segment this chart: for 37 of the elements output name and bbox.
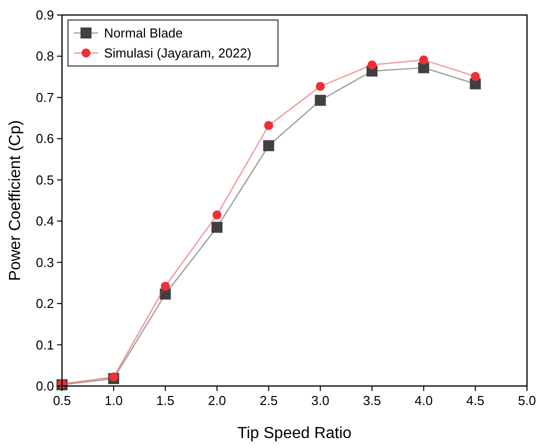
x-tick-label: 0.5 (52, 393, 72, 408)
point (368, 60, 376, 70)
point (212, 210, 222, 220)
y-tick-label: 0.7 (36, 90, 54, 105)
point (160, 282, 170, 291)
point (316, 82, 325, 91)
x-tick-label: 2.0 (208, 393, 226, 408)
x-tick-label: 2.5 (260, 393, 278, 408)
y-tick-label: 0.3 (36, 254, 54, 270)
x-axis-title: Tip Speed Ratio (237, 425, 352, 442)
x-tick-label: 1.0 (104, 393, 123, 408)
y-tick-label: 0.0 (36, 378, 54, 394)
x-tick-label: 4.0 (414, 393, 433, 408)
y-tick-label: 0.6 (36, 131, 54, 146)
y-tick-label: 0.5 (36, 172, 54, 188)
y-tick-label: 0.2 (36, 296, 54, 312)
y-tick-label: 0.9 (36, 8, 54, 22)
point (470, 72, 480, 81)
point (212, 222, 222, 233)
y-tick-label: 0.4 (36, 214, 54, 229)
x-tick-label: 5.0 (518, 393, 536, 408)
y-tick-label: 0.1 (36, 337, 54, 352)
point (263, 140, 274, 152)
point (160, 288, 171, 300)
y-axis-title: Power Coefficient (Cp) (7, 120, 24, 281)
point (419, 55, 428, 64)
x-tick-label: 3.5 (362, 393, 382, 408)
point (109, 372, 118, 382)
point (314, 94, 326, 106)
x-tick-label: 1.5 (156, 393, 174, 408)
legend-label: Simulasi (Jayaram, 2022) (104, 46, 252, 60)
x-tick-label: 4.5 (466, 393, 484, 408)
point (264, 120, 274, 130)
legend-label: Normal Blade (104, 26, 183, 40)
x-tick-label: 3.0 (311, 393, 330, 408)
point (418, 62, 430, 74)
y-tick-label: 0.8 (36, 48, 54, 64)
